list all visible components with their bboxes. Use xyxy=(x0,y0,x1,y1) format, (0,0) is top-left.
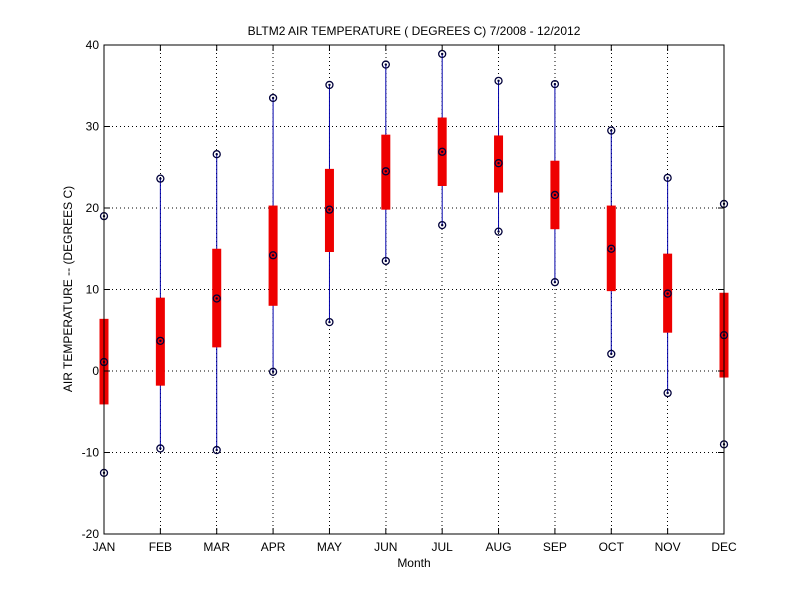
max-marker-apr-dot xyxy=(271,96,275,100)
median-marker-may-dot xyxy=(328,208,331,211)
max-marker-jul-dot xyxy=(440,52,444,56)
max-marker-may xyxy=(325,80,334,90)
min-marker-feb-dot xyxy=(159,447,162,450)
median-marker-aug-dot xyxy=(497,161,500,165)
median-marker-aug xyxy=(494,159,503,168)
y-tick-label: 20 xyxy=(86,201,100,215)
max-marker-nov xyxy=(663,173,672,182)
y-tick-label: 0 xyxy=(92,364,99,378)
median-marker-jul-dot xyxy=(440,150,444,153)
y-tick-label: -10 xyxy=(82,446,100,460)
median-marker-jul xyxy=(438,147,447,156)
max-marker-feb xyxy=(156,174,165,183)
axis-ticks: -20 -10 0 10 20 30 40 JAN FEB MAR APR MAY JUN JUL AUG S… xyxy=(82,38,737,554)
x-tick-label: DEC xyxy=(711,540,737,554)
x-tick-label: FEB xyxy=(149,540,172,554)
x-axis-label: Month xyxy=(397,556,430,570)
median-marker-apr xyxy=(268,251,278,260)
median-marker-jun-dot xyxy=(384,170,388,173)
x-tick-label: AUG xyxy=(486,540,512,554)
median-marker-mar xyxy=(212,294,221,303)
max-marker-may-dot xyxy=(328,83,331,87)
median-marker-feb xyxy=(156,336,165,345)
y-tick-label: -20 xyxy=(82,527,100,541)
max-marker-mar xyxy=(212,150,221,159)
min-marker-jul xyxy=(438,220,447,230)
x-tick-label: APR xyxy=(261,540,286,554)
y-tick-label: 30 xyxy=(86,120,100,134)
min-marker-apr-dot xyxy=(271,370,275,374)
min-marker-nov-dot xyxy=(666,391,669,395)
max-marker-sep-dot xyxy=(553,82,557,86)
min-marker-may xyxy=(325,317,334,327)
max-marker-aug xyxy=(494,76,503,86)
max-marker-oct xyxy=(607,126,616,135)
x-tick-label: MAY xyxy=(317,540,342,554)
max-marker-jun-dot xyxy=(384,63,388,66)
min-marker-mar-dot xyxy=(215,448,218,452)
median-marker-sep xyxy=(550,190,560,200)
median-marker-apr-dot xyxy=(271,254,275,257)
median-marker-oct-dot xyxy=(610,247,613,250)
x-tick-label: JAN xyxy=(93,540,116,554)
max-marker-nov-dot xyxy=(666,176,669,180)
min-marker-may-dot xyxy=(328,320,331,324)
min-marker-mar xyxy=(212,445,221,455)
min-marker-feb xyxy=(156,444,165,453)
min-marker-nov xyxy=(663,388,672,398)
min-marker-jul-dot xyxy=(440,223,444,227)
min-marker-oct-dot xyxy=(610,352,613,356)
median-marker-jun xyxy=(381,167,390,176)
y-tick-label: 10 xyxy=(86,283,100,297)
x-tick-label: OCT xyxy=(599,540,625,554)
y-tick-label: 40 xyxy=(86,38,100,52)
median-marker-mar-dot xyxy=(215,297,218,300)
min-marker-oct xyxy=(607,349,616,359)
x-tick-label: SEP xyxy=(543,540,567,554)
min-marker-aug xyxy=(494,227,503,236)
max-marker-feb-dot xyxy=(159,177,162,180)
max-marker-oct-dot xyxy=(610,129,613,132)
median-marker-oct xyxy=(607,244,616,253)
max-marker-mar-dot xyxy=(215,153,218,156)
y-axis-label: AIR TEMPERATURE -- (DEGREES C) xyxy=(61,186,75,392)
chart-title: BLTM2 AIR TEMPERATURE ( DEGREES C) 7/200… xyxy=(248,24,581,38)
max-marker-jun xyxy=(381,60,390,69)
median-marker-feb-dot xyxy=(159,339,162,343)
max-marker-apr xyxy=(268,93,278,103)
median-marker-nov-dot xyxy=(666,292,669,295)
x-tick-label: NOV xyxy=(655,540,681,554)
max-marker-aug-dot xyxy=(497,79,500,83)
min-marker-sep xyxy=(550,278,560,287)
x-tick-label: JUN xyxy=(374,540,397,554)
max-marker-sep xyxy=(550,79,560,89)
x-tick-label: MAR xyxy=(203,540,230,554)
median-marker-may xyxy=(325,205,334,214)
median-marker-sep-dot xyxy=(553,193,557,197)
min-marker-apr xyxy=(268,367,278,376)
median-marker-nov xyxy=(663,289,672,298)
min-marker-jun-dot xyxy=(384,259,388,263)
min-marker-sep-dot xyxy=(553,280,557,284)
min-marker-aug-dot xyxy=(497,230,500,233)
min-marker-jun xyxy=(381,256,390,266)
x-tick-label: JUL xyxy=(432,540,454,554)
